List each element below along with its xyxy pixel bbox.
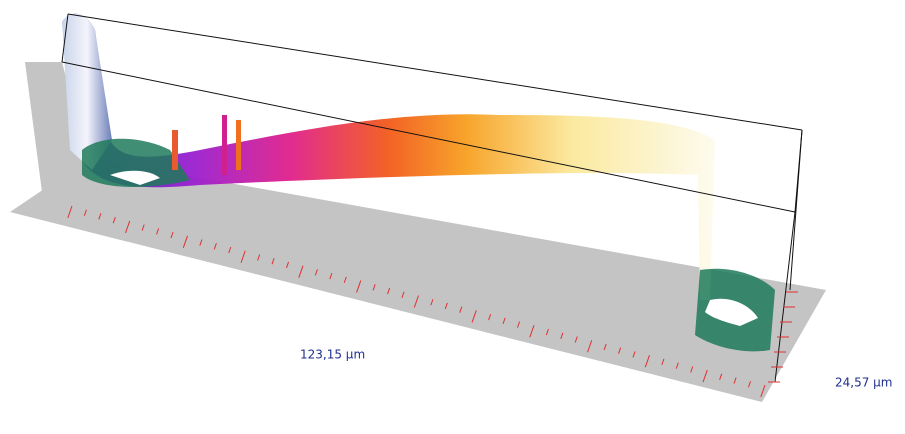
tick [618,347,622,354]
tick [141,224,145,231]
y-length-label: 24,57 µm [835,376,893,390]
floor [10,62,826,402]
tick [574,336,578,343]
tick [240,250,246,263]
tick [112,217,116,224]
tick [747,381,752,388]
tick [430,299,434,306]
tick [314,269,318,276]
tick [587,340,593,353]
tick [228,246,232,254]
tick [271,258,275,265]
tick [719,373,723,380]
tick [285,261,290,269]
tick [401,291,405,298]
tick [329,272,333,280]
tick [356,280,362,293]
bounding-box [61,13,803,383]
axis-ticks [67,205,798,398]
tick [560,332,564,339]
tick [257,254,261,261]
tick [661,358,665,366]
tick [343,276,347,284]
tick [170,231,174,239]
tick [502,317,506,325]
tick [529,325,535,338]
tick [444,302,448,310]
tick [83,209,87,216]
tick [199,239,203,246]
surface [62,13,775,352]
tick [603,343,607,351]
tick [644,355,650,368]
tick [760,384,766,398]
tick [413,295,419,308]
tick [182,235,188,248]
tick [632,351,636,358]
tick [690,366,694,373]
x-length-label: 123,15 µm [300,348,365,362]
tick [459,306,463,313]
tick [733,377,737,384]
tick [98,213,102,220]
tick [387,287,391,295]
tick [675,362,679,369]
tick [372,284,376,291]
tick [488,313,492,321]
tick [702,369,708,383]
tick [156,228,160,235]
tick [125,220,131,234]
tick [471,310,477,323]
tick [67,205,73,219]
tick [298,265,304,278]
tick [516,321,521,328]
tick [545,328,549,336]
tick [213,243,217,250]
